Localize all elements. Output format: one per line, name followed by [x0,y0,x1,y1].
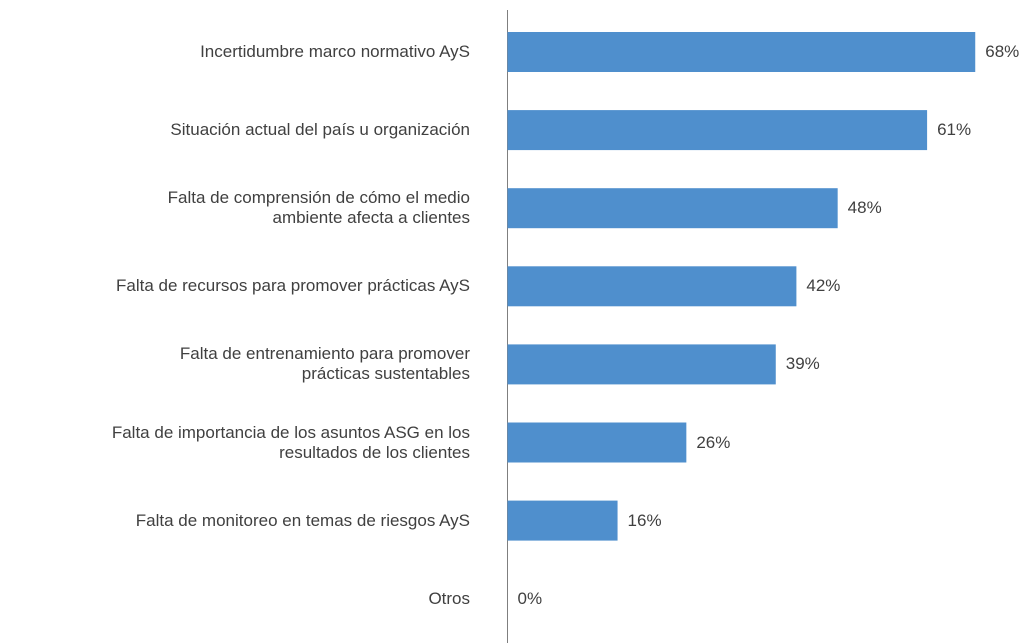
value-label: 0% [517,588,543,608]
category-label: Falta de recursos para promover práctica… [115,276,470,296]
category-label: Situación actual del país u organización [170,120,470,140]
bar [507,110,928,151]
value-label: 48% [847,198,882,218]
bar [507,266,797,307]
value-label: 42% [806,276,841,296]
bar [507,32,976,72]
value-label: 16% [627,510,662,530]
bar [507,344,776,385]
bar [507,422,687,463]
bar [507,188,838,229]
category-label: Falta de entrenamiento para promover prá… [179,344,470,384]
value-label: 39% [785,354,820,374]
bar [507,500,618,541]
category-label: Otros [428,588,470,608]
category-label: Falta de comprensión de cómo el medio am… [167,188,470,228]
value-label: 61% [937,120,972,140]
value-label: 26% [696,432,731,452]
category-label: Falta de monitoreo en temas de riesgos A… [135,510,470,530]
category-label: Falta de importancia de los asuntos ASG … [111,422,470,462]
category-label: Incertidumbre marco normativo AyS [200,42,470,61]
value-label: 68% [985,42,1020,61]
